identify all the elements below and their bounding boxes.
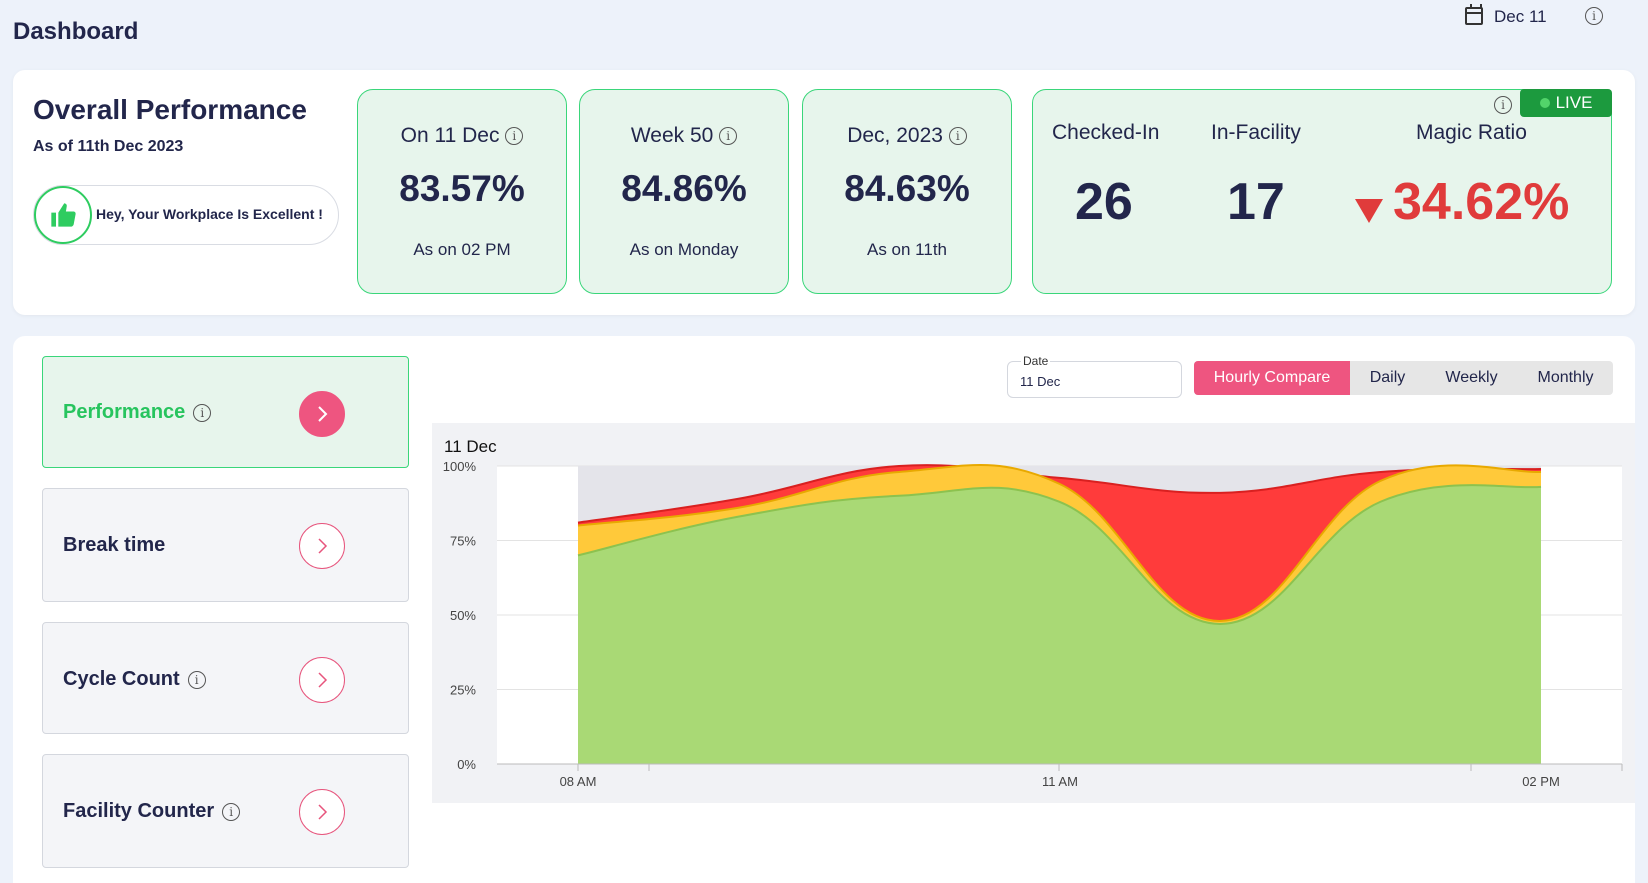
stat-note: As on 11th xyxy=(866,240,948,259)
stat-value: 83.57% xyxy=(399,168,525,209)
nav-item-cycle-count[interactable]: Cycle Count i xyxy=(42,622,409,734)
area-series-high-line xyxy=(577,464,1542,524)
hourly-compare-chart: 0% 25% 50% 75% 100% 08 AM 11 AM 02 PM 11 Dec xyxy=(443,437,1623,789)
trend-down-icon xyxy=(1355,199,1383,223)
stat-card-month: Dec, 2023 i 84.63% As on 11th xyxy=(802,89,1012,294)
y-tick-label: 100% xyxy=(443,459,477,474)
nav-item-performance[interactable]: Performance i xyxy=(42,356,409,468)
stat-card-week: Week 50 i 84.86% As on Monday xyxy=(579,89,789,294)
chevron-right-icon[interactable] xyxy=(299,789,345,835)
checked-in-value: 26 xyxy=(1075,173,1133,231)
magic-ratio-value: 34.62% xyxy=(1393,173,1570,231)
x-tick-label: 08 AM xyxy=(560,774,597,789)
calendar-icon[interactable] xyxy=(1465,4,1483,25)
thumbs-up-icon xyxy=(34,186,92,244)
info-icon[interactable]: i xyxy=(948,127,967,146)
tab-monthly[interactable]: Monthly xyxy=(1537,369,1594,386)
info-icon[interactable]: i xyxy=(193,403,212,422)
info-icon[interactable]: i xyxy=(505,127,524,146)
checked-in-label: Checked-In xyxy=(1052,121,1160,144)
stat-label: On 11 Dec xyxy=(400,124,500,147)
live-badge-label: LIVE xyxy=(1555,93,1593,112)
info-icon[interactable]: i xyxy=(187,670,206,689)
in-facility-value: 17 xyxy=(1227,173,1285,231)
y-tick-label: 0% xyxy=(457,757,476,772)
nav-item-break-time[interactable]: Break time xyxy=(42,488,409,602)
info-icon[interactable]: i xyxy=(222,802,241,821)
tab-daily[interactable]: Daily xyxy=(1369,369,1406,386)
in-facility-label: In-Facility xyxy=(1211,121,1301,144)
stat-value: 84.63% xyxy=(844,168,970,209)
live-dot-icon xyxy=(1539,98,1550,108)
tab-weekly[interactable]: Weekly xyxy=(1445,369,1498,386)
chevron-right-icon[interactable] xyxy=(299,523,345,569)
nav-item-label: Cycle Count xyxy=(63,668,180,690)
date-picker-label: Date xyxy=(1021,354,1051,368)
overall-performance-subtitle: As of 11th Dec 2023 xyxy=(33,138,184,155)
y-tick-label: 25% xyxy=(450,683,476,698)
stat-note: As on Monday xyxy=(629,240,739,259)
stat-value: 84.86% xyxy=(621,168,747,209)
date-picker[interactable]: Date 11 Dec xyxy=(1007,354,1182,398)
stat-note: As on 02 PM xyxy=(413,240,511,259)
stat-label: Week 50 xyxy=(630,124,714,147)
date-picker-value: 11 Dec xyxy=(1020,374,1061,389)
area-series-mid-line xyxy=(577,463,1542,622)
live-badge: LIVE xyxy=(1520,89,1612,117)
magic-ratio-label: Magic Ratio xyxy=(1416,121,1527,144)
chevron-right-icon[interactable] xyxy=(299,391,345,437)
chevron-right-icon[interactable] xyxy=(299,657,345,703)
area-series-low-line xyxy=(577,484,1542,625)
y-tick-label: 50% xyxy=(450,608,476,623)
x-tick-label: 11 AM xyxy=(1042,774,1078,789)
stat-card-day: On 11 Dec i 83.57% As on 02 PM xyxy=(357,89,567,294)
header-date[interactable]: Dec 11 xyxy=(1494,7,1547,26)
chart-title: 11 Dec xyxy=(444,437,497,456)
page-title: Dashboard xyxy=(13,18,139,45)
nav-item-label: Facility Counter xyxy=(63,800,215,822)
info-icon[interactable]: i xyxy=(1494,96,1512,114)
view-tabs: Hourly Compare Daily Weekly Monthly xyxy=(1194,361,1613,395)
stat-label: Dec, 2023 xyxy=(847,124,943,147)
overall-performance-title: Overall Performance xyxy=(33,94,307,125)
chart-panel: 0% 25% 50% 75% 100% 08 AM 11 AM 02 PM 11 Dec xyxy=(432,423,1635,803)
status-message: Hey, Your Workplace Is Excellent ! xyxy=(96,206,323,222)
area-series-low xyxy=(578,485,1541,764)
tab-hourly-compare[interactable]: Hourly Compare xyxy=(1194,361,1350,395)
live-stats-card xyxy=(1032,89,1612,294)
nav-item-label: Break time xyxy=(63,534,166,556)
y-tick-label: 75% xyxy=(450,534,476,549)
nav-item-facility-counter[interactable]: Facility Counter i xyxy=(42,754,409,868)
info-icon[interactable]: i xyxy=(1585,7,1603,25)
nav-item-label: Performance xyxy=(63,401,186,423)
x-tick-label: 02 PM xyxy=(1522,774,1560,789)
info-icon[interactable]: i xyxy=(719,127,738,146)
